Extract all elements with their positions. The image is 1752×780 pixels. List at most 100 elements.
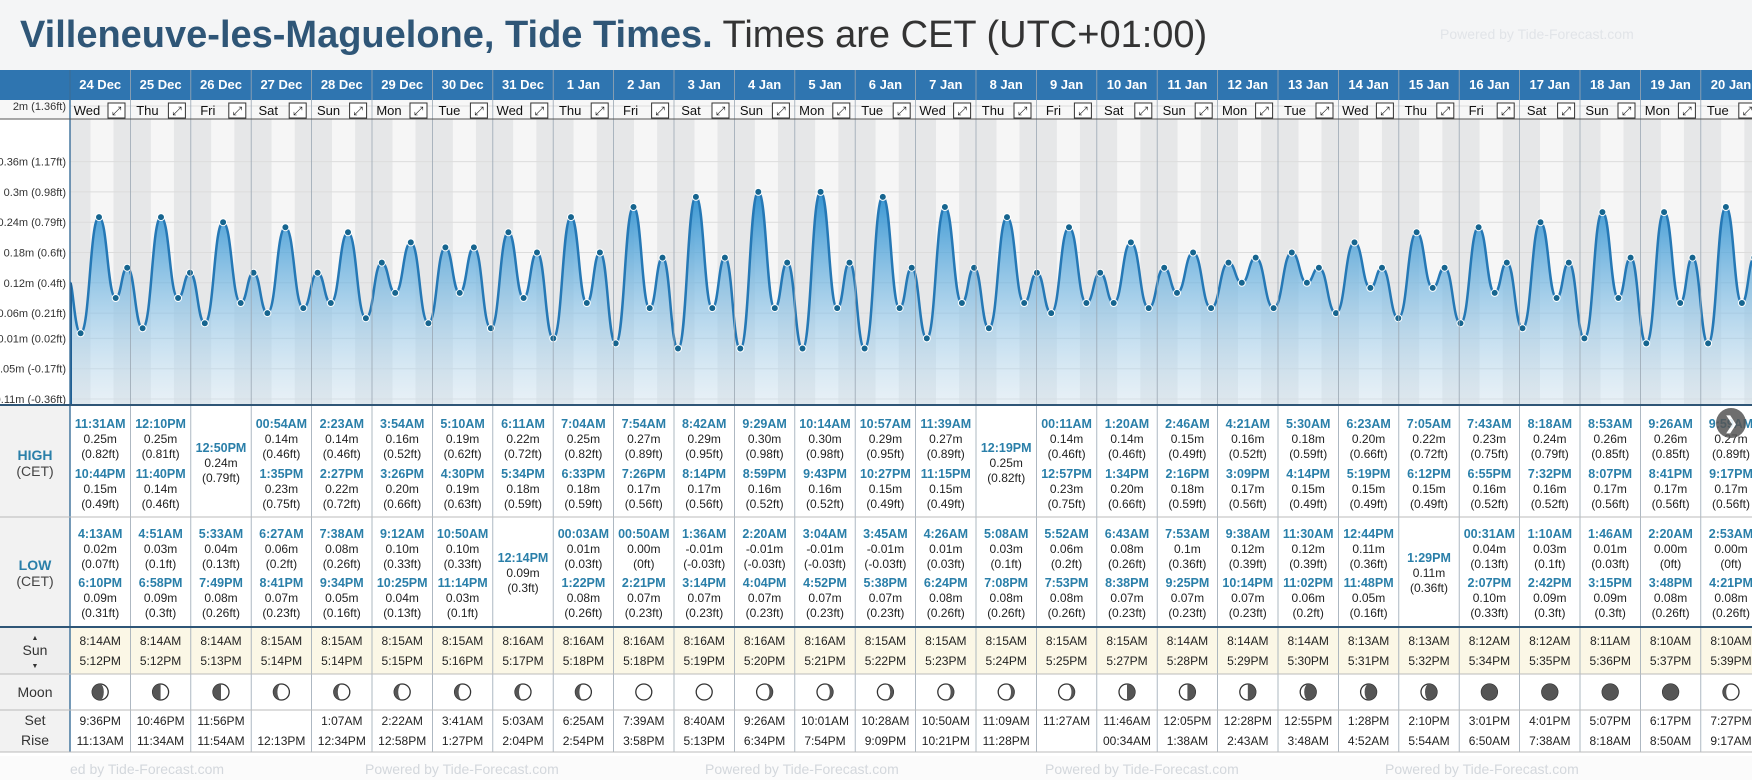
expand-day-button[interactable] xyxy=(1134,102,1153,119)
sunset-time: 5:23PM xyxy=(925,654,966,668)
moonrise-time: 5:54AM xyxy=(1408,734,1449,748)
high-tide-height: 0.15m xyxy=(1171,432,1204,446)
high-tide-point xyxy=(1598,208,1607,217)
expand-day-button[interactable] xyxy=(832,102,851,119)
low-tide-height-ft: (0.23ft) xyxy=(866,606,904,620)
y-axis-label: -0.05m (-0.17ft) xyxy=(0,364,66,376)
expand-day-button[interactable] xyxy=(349,102,368,119)
moonset-label: Set xyxy=(24,712,45,728)
low-tide-time: 10:50AM xyxy=(437,527,488,541)
expand-day-button[interactable] xyxy=(892,102,911,119)
expand-day-button[interactable] xyxy=(590,102,609,119)
expand-day-button[interactable] xyxy=(1738,102,1752,119)
expand-day-button[interactable] xyxy=(711,102,730,119)
low-tide-height-ft: (0.39ft) xyxy=(1289,557,1327,571)
expand-day-button[interactable] xyxy=(771,102,790,119)
moon-shadow xyxy=(1481,684,1498,700)
weekday-label: Wed xyxy=(919,103,946,118)
low-tide-time: 1:10AM xyxy=(1528,527,1572,541)
expand-day-button[interactable] xyxy=(469,102,488,119)
moon-shadow xyxy=(1304,684,1317,700)
expand-day-button[interactable] xyxy=(167,102,186,119)
high-tide-point xyxy=(123,263,132,272)
date-label: 26 Dec xyxy=(200,77,242,92)
low-tide-point xyxy=(326,299,335,307)
weekday-label: Sat xyxy=(681,103,701,118)
low-tide-height-ft: (0.39ft) xyxy=(1229,557,1267,571)
expand-day-button[interactable] xyxy=(530,102,549,119)
weekday-label: Thu xyxy=(982,103,1004,118)
low-tide-time: 7:49PM xyxy=(199,576,243,590)
tide-curve xyxy=(68,190,1752,350)
high-tide-height-ft: (0.82ft) xyxy=(564,447,602,461)
low-tide-point xyxy=(1144,304,1153,313)
sunset-time: 5:14PM xyxy=(261,654,302,668)
weekday-label: Thu xyxy=(136,103,158,118)
expand-icon: ⤢ xyxy=(956,104,967,118)
low-tide-height-ft: (0ft) xyxy=(633,557,654,571)
sunrise-time: 8:14AM xyxy=(1167,634,1208,648)
high-tide-point xyxy=(970,263,979,272)
moonset-time: 4:01PM xyxy=(1529,714,1570,728)
high-tide-height-ft: (0.98ft) xyxy=(806,447,844,461)
moon-shadow xyxy=(1006,684,1015,700)
expand-day-button[interactable] xyxy=(1255,102,1274,119)
high-tide-height: 0.18m xyxy=(1171,482,1204,496)
high-tide-time: 10:44PM xyxy=(75,467,126,481)
sun-row-band xyxy=(70,627,1752,674)
moonrise-time: 7:38AM xyxy=(1529,734,1570,748)
scroll-right-button[interactable]: ❯ xyxy=(1716,408,1746,438)
date-label: 29 Dec xyxy=(381,77,423,92)
expand-icon: ⤢ xyxy=(835,104,846,118)
expand-icon: ⤢ xyxy=(171,104,182,118)
sunset-time: 5:24PM xyxy=(986,654,1027,668)
expand-day-button[interactable] xyxy=(651,102,670,119)
low-tide-height: 0.05m xyxy=(1352,591,1385,605)
expand-day-button[interactable] xyxy=(1557,102,1576,119)
high-tide-height: 0.22m xyxy=(506,432,539,446)
low-tide-height-ft: (0.23ft) xyxy=(1168,606,1206,620)
high-tide-time: 7:54AM xyxy=(622,417,666,431)
high-tide-height: 0.15m xyxy=(84,482,117,496)
weekday-label: Thu xyxy=(1405,103,1427,118)
expand-day-button[interactable] xyxy=(1677,102,1696,119)
expand-day-button[interactable] xyxy=(1013,102,1032,119)
high-tide-height-ft: (0.46ft) xyxy=(1048,447,1086,461)
low-tide-height: 0.04m xyxy=(1473,542,1506,556)
expand-day-button[interactable] xyxy=(1073,102,1092,119)
high-tide-time: 7:04AM xyxy=(561,417,605,431)
expand-day-button[interactable] xyxy=(228,102,247,119)
high-tide-time: 2:23AM xyxy=(320,417,364,431)
high-tide-point xyxy=(658,253,667,262)
expand-day-button[interactable] xyxy=(1617,102,1636,119)
sunset-time: 5:14PM xyxy=(321,654,362,668)
low-tide-height-ft: (0.26ft) xyxy=(987,606,1025,620)
low-tide-height: 0.01m xyxy=(567,542,600,556)
expand-day-button[interactable] xyxy=(1496,102,1515,119)
expand-day-button[interactable] xyxy=(1375,102,1394,119)
expand-day-button[interactable] xyxy=(107,102,126,119)
moonset-time: 11:27AM xyxy=(1043,714,1090,728)
expand-day-button[interactable] xyxy=(409,102,428,119)
moon-shadow xyxy=(273,684,282,700)
expand-day-button[interactable] xyxy=(1436,102,1455,119)
low-tide-time: 6:10PM xyxy=(78,576,122,590)
sunset-time: 5:13PM xyxy=(200,654,241,668)
low-tide-time: 3:14PM xyxy=(682,576,726,590)
low-tide-height-ft: (0.1ft) xyxy=(145,557,176,571)
low-tide-time: 00:03AM xyxy=(558,527,609,541)
weekday-label: Fri xyxy=(200,103,215,118)
moonrise-time: 4:52AM xyxy=(1348,734,1389,748)
high-tide-height: 0.20m xyxy=(1110,482,1143,496)
location-title: Villeneuve-les-Maguelone, Tide Times. xyxy=(20,14,713,56)
high-tide-time: 12:19PM xyxy=(981,441,1032,455)
expand-day-button[interactable] xyxy=(953,102,972,119)
sunrise-time: 8:16AM xyxy=(563,634,604,648)
weekday-label: Thu xyxy=(559,103,581,118)
expand-day-button[interactable] xyxy=(1194,102,1213,119)
low-tide-time: 00:31AM xyxy=(1464,527,1515,541)
expand-day-button[interactable] xyxy=(1315,102,1334,119)
sunset-time: 5:30PM xyxy=(1288,654,1329,668)
expand-day-button[interactable] xyxy=(288,102,307,119)
date-label: 14 Jan xyxy=(1348,77,1389,92)
